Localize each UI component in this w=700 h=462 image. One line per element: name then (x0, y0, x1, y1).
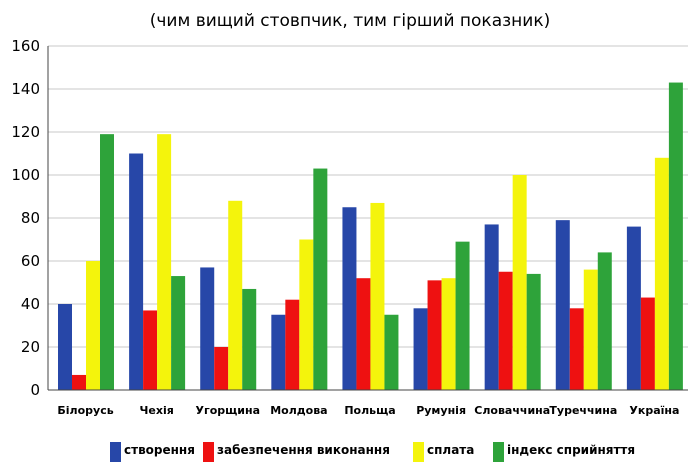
chart-subtitle: (чим вищий стовпчик, тим гірший показник… (150, 11, 550, 31)
y-tick-label: 40 (21, 295, 40, 313)
bar (271, 314, 286, 390)
bar (242, 288, 257, 390)
y-tick-label: 120 (11, 123, 40, 141)
y-tick-label: 80 (21, 209, 40, 227)
x-category-label: Білорусь (57, 404, 113, 417)
legend-swatch (110, 442, 121, 462)
bar (228, 200, 243, 390)
bar (427, 280, 442, 390)
y-tick-label: 60 (21, 252, 40, 270)
bar (143, 310, 158, 390)
bar (157, 134, 172, 390)
bar (72, 374, 86, 390)
bar (370, 202, 385, 390)
bar (455, 241, 470, 390)
bar (285, 299, 300, 390)
legend-label: сплата (427, 443, 474, 457)
x-category-label: Угорщина (195, 404, 260, 417)
bar (597, 252, 612, 390)
bar (569, 308, 584, 390)
bar (86, 261, 100, 390)
bar (413, 308, 428, 390)
x-category-label: Польща (344, 404, 395, 417)
legend: створення забезпечення виконання сплата інд… (110, 442, 635, 462)
legend-swatch (413, 442, 424, 462)
bar (640, 297, 655, 390)
legend-swatch (203, 442, 214, 462)
bar (171, 276, 186, 390)
legend-label: індекс сприйняття (507, 443, 635, 457)
bar (512, 175, 527, 390)
legend-item: сплата (413, 442, 474, 462)
x-axis: Білорусь Чехія Угорщина Молдова Польща Румуні… (48, 389, 688, 417)
bar (668, 82, 683, 391)
grid-lines (48, 45, 688, 348)
bar (626, 226, 641, 390)
x-category-label: Чехія (140, 404, 174, 417)
y-tick-label: 20 (21, 338, 40, 356)
bar (342, 207, 357, 390)
x-category-label: Україна (629, 404, 679, 417)
y-axis: 0 20 40 60 80 100 120 140 160 (11, 37, 49, 399)
bar (299, 239, 314, 390)
y-tick-label: 140 (11, 80, 40, 98)
y-tick-label: 160 (11, 37, 40, 55)
x-category-label: Словаччина (474, 404, 550, 417)
legend-label: створення (124, 443, 195, 457)
x-category-label: Румунія (416, 404, 466, 417)
bar (58, 304, 72, 390)
bar (356, 278, 371, 390)
legend-item: індекс сприйняття (493, 442, 635, 462)
bar (654, 157, 669, 390)
bar (129, 153, 144, 390)
legend-swatch (493, 442, 504, 462)
bar (441, 278, 456, 390)
bar (100, 134, 114, 390)
bars (58, 82, 683, 391)
y-tick-label: 0 (30, 381, 40, 399)
y-tick-label: 100 (11, 166, 40, 184)
legend-item: забезпечення виконання (203, 442, 390, 462)
bar (526, 273, 541, 390)
bar (498, 271, 513, 390)
bar (484, 224, 499, 390)
bar (384, 314, 399, 390)
bar (555, 220, 570, 390)
bar (214, 347, 229, 390)
bar (583, 269, 598, 390)
x-category-label: Молдова (270, 404, 327, 417)
legend-label: забезпечення виконання (217, 443, 390, 457)
bar (313, 168, 328, 390)
x-category-label: Туреччина (549, 404, 617, 417)
legend-item: створення (110, 442, 195, 462)
bar (200, 267, 215, 390)
